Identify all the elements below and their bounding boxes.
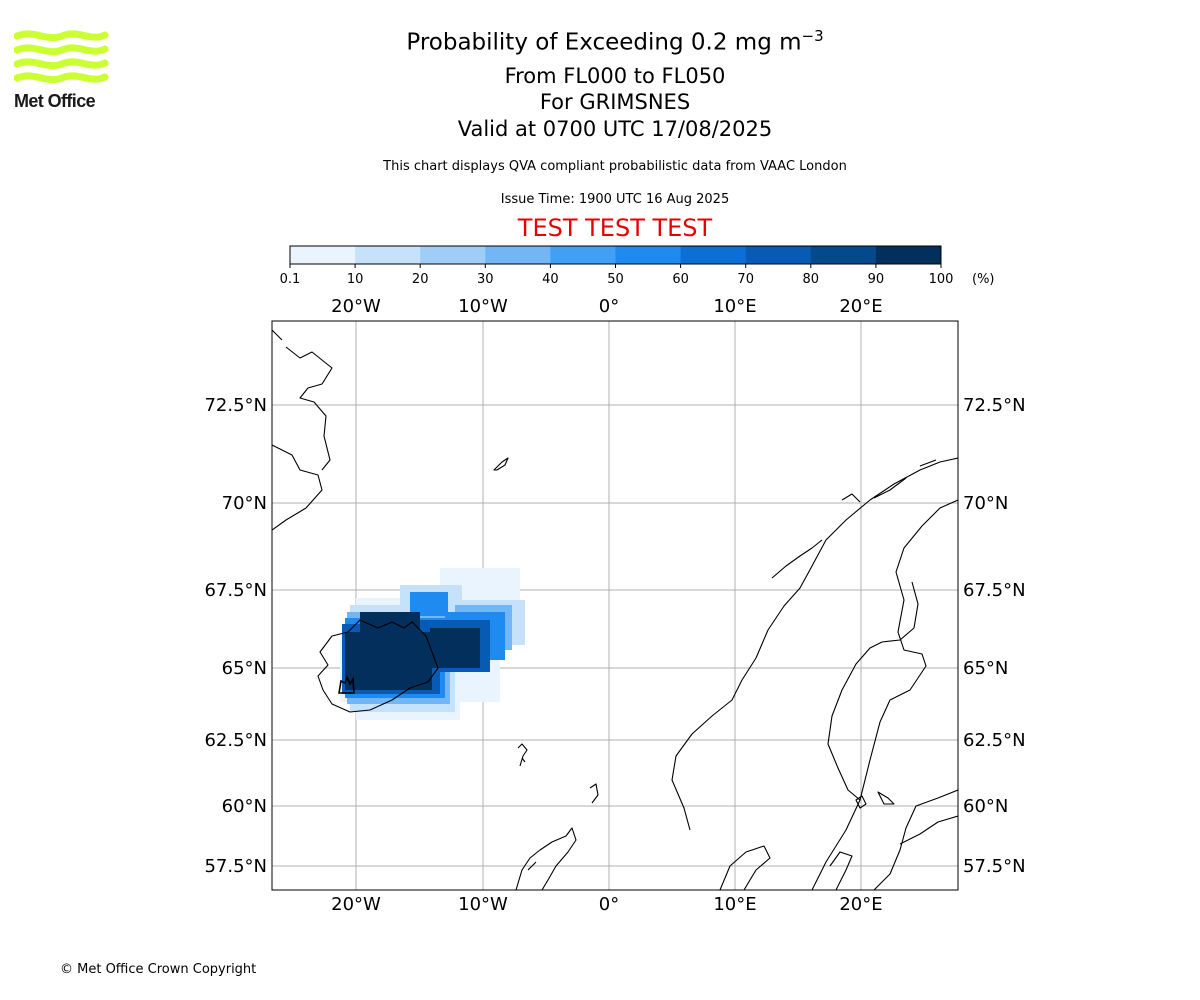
- met-office-logo: [13, 30, 109, 92]
- latitude-label: 65°N: [222, 658, 267, 679]
- colorbar-segment-6: [680, 246, 747, 264]
- valid-time: Valid at 0700 UTC 17/08/2025: [457, 117, 773, 141]
- latitude-label: 65°N: [963, 658, 1008, 679]
- latitude-label: 60°N: [963, 796, 1008, 817]
- longitude-label: 10°E: [713, 296, 756, 317]
- longitude-label: 20°W: [331, 296, 381, 317]
- logo-wave-3: [13, 72, 109, 84]
- colorbar-tick-label: 30: [477, 272, 494, 287]
- logo-waves-icon: [13, 30, 109, 84]
- coastline-faroes: [517, 743, 528, 767]
- volcano-name: For GRIMSNES: [539, 90, 691, 114]
- plume-cell: [345, 632, 432, 690]
- latitude-label: 62.5°N: [963, 730, 1026, 751]
- coastline-greenland-coast: [272, 329, 333, 531]
- chart-title: Probability of Exceeding 0.2 mg m−3: [406, 27, 824, 56]
- colorbar-segment-5: [615, 246, 682, 264]
- flight-level-range: From FL000 to FL050: [504, 64, 726, 88]
- latitude-label: 62.5°N: [204, 730, 267, 751]
- longitude-label: 20°W: [331, 894, 381, 915]
- latitude-label: 70°N: [963, 493, 1008, 514]
- colorbar-tick-label: 60: [672, 272, 689, 287]
- latitude-label: 57.5°N: [204, 856, 267, 877]
- colorbar-segment-9: [875, 246, 942, 264]
- coastline-iceland: [317, 619, 439, 713]
- colorbar-tick-label: 100: [929, 272, 954, 287]
- longitude-label: 20°E: [839, 894, 882, 915]
- colorbar-tick-label: 70: [737, 272, 754, 287]
- map: 20°W 20°W 10°W 10°W 0° 0° 10°E 10°E 20°E 20°E 72.…: [204, 296, 1026, 915]
- title-exponent: −3: [801, 27, 824, 45]
- copyright: © Met Office Crown Copyright: [60, 962, 257, 977]
- colorbar-segment-3: [485, 246, 551, 264]
- longitude-label: 20°E: [839, 296, 882, 317]
- logo-wave-1: [13, 44, 109, 56]
- longitude-label: 10°W: [458, 894, 508, 915]
- colorbar-segment-7: [745, 246, 812, 264]
- colorbar: 0.1 10 20 30 40 50 60 70 80 90 100 (%): [280, 245, 995, 287]
- coastline-shetland: [589, 783, 599, 804]
- coastline-lofoten: [771, 459, 937, 579]
- coastlines: [272, 329, 958, 890]
- coastline-baltic-islands: [855, 791, 895, 809]
- latitude-label: 67.5°N: [963, 580, 1026, 601]
- issue-time: Issue Time: 1900 UTC 16 Aug 2025: [500, 192, 730, 207]
- coastline-scotland: [515, 827, 577, 890]
- logo-text: Met Office: [14, 91, 96, 111]
- coastline-jan-mayen: [493, 457, 509, 471]
- colorbar-segment-0: [290, 246, 356, 264]
- colorbar-tick-label: 90: [868, 272, 885, 287]
- longitude-label: 0°: [599, 296, 619, 317]
- colorbar-tick-label: 80: [803, 272, 820, 287]
- coastline-sweden-finland: [827, 581, 958, 890]
- colorbar-tick-label: 40: [542, 272, 559, 287]
- longitude-label: 10°W: [458, 296, 508, 317]
- latitude-label: 60°N: [222, 796, 267, 817]
- latitude-label: 70°N: [222, 493, 267, 514]
- plume-cell: [360, 612, 420, 632]
- colorbar-segment-1: [355, 246, 421, 264]
- map-frame: [271, 320, 959, 891]
- colorbar-segment-8: [810, 246, 877, 264]
- coastline-norway: [671, 457, 958, 890]
- longitude-label: 10°E: [713, 894, 756, 915]
- test-banner: TEST TEST TEST: [517, 214, 713, 242]
- colorbar-tick-label: 0.1: [280, 272, 301, 287]
- colorbar-tick-label: 50: [607, 272, 624, 287]
- latitude-label: 72.5°N: [963, 395, 1026, 416]
- chart-note: This chart displays QVA compliant probab…: [383, 159, 847, 174]
- colorbar-tick-label: 10: [347, 272, 364, 287]
- latitude-label: 57.5°N: [963, 856, 1026, 877]
- colorbar-unit: (%): [972, 272, 995, 287]
- latitude-label: 72.5°N: [204, 395, 267, 416]
- latitude-label: 67.5°N: [204, 580, 267, 601]
- logo-wave-0: [13, 30, 109, 42]
- volcano-marker-icon: [338, 674, 355, 694]
- logo-wave-2: [13, 58, 109, 70]
- ash-probability-plume: [340, 568, 525, 720]
- colorbar-segment-4: [550, 246, 616, 264]
- colorbar-tick-label: 20: [412, 272, 429, 287]
- longitude-label: 0°: [599, 894, 619, 915]
- colorbar-segment-2: [420, 246, 486, 264]
- plume-cell: [430, 628, 480, 668]
